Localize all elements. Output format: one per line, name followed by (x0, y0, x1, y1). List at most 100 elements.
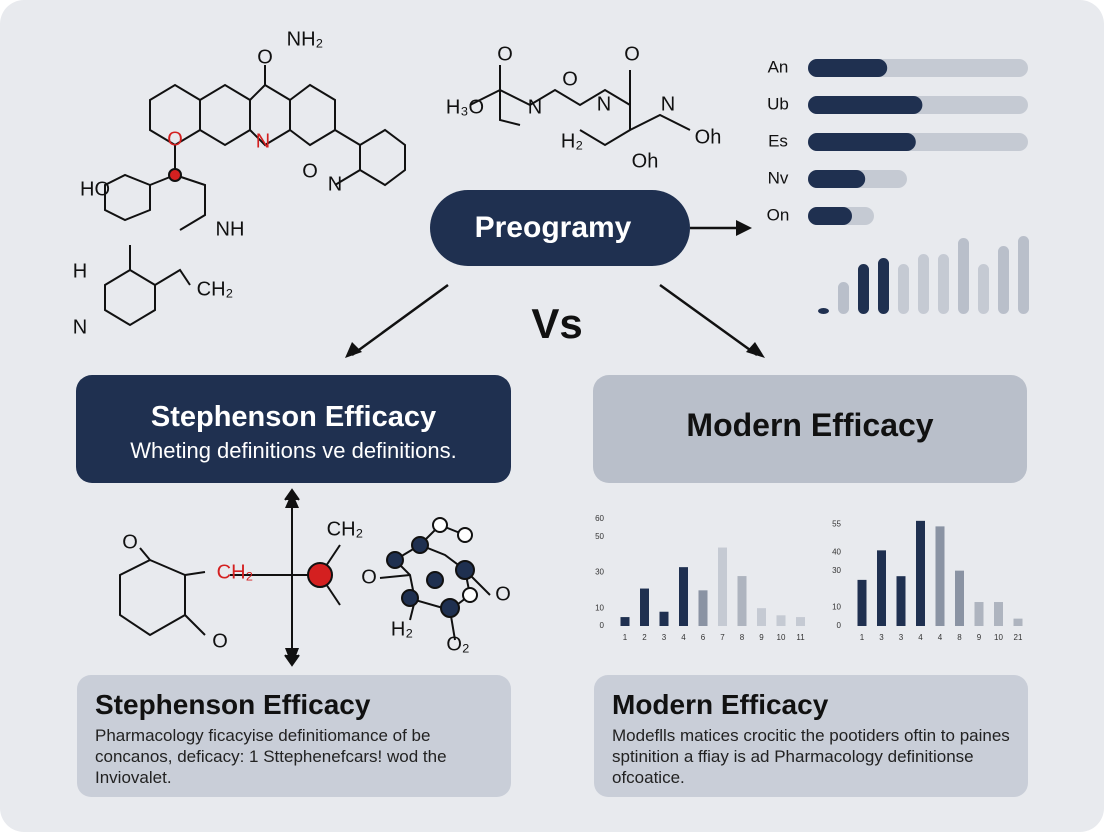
atom-label: N (73, 316, 87, 338)
column (1018, 236, 1029, 314)
atom-label: N (661, 93, 675, 115)
atom-label: N (528, 96, 542, 118)
left-card-text: Pharmacology ficacyise definitiomance of… (95, 726, 447, 787)
x-tick-label: 1 (860, 633, 865, 642)
x-tick-label: 11 (796, 633, 805, 642)
right-box-title: Modern Efficacy (686, 407, 934, 443)
x-tick-label: 10 (994, 633, 1003, 642)
bar (857, 579, 867, 626)
progress-fill (808, 170, 866, 188)
y-tick-label: 10 (832, 603, 841, 612)
atom-label: H₃O (446, 96, 484, 118)
bar (737, 576, 747, 626)
x-tick-label: 2 (642, 633, 647, 642)
y-tick-label: 40 (832, 547, 841, 556)
left-card-title: Stephenson Efficacy (95, 689, 371, 720)
atom-label: O (122, 531, 138, 553)
y-tick-label: 55 (832, 520, 841, 529)
x-tick-label: 7 (720, 633, 725, 642)
column (978, 264, 989, 314)
progress-fill (808, 96, 923, 114)
left-box-title: Stephenson Efficacy (150, 401, 437, 433)
progress-fill (808, 59, 888, 77)
atom-label: O (212, 630, 228, 652)
x-tick-label: 3 (899, 633, 904, 642)
atom-label: NH (216, 218, 245, 240)
atom-label: O (167, 128, 183, 150)
vs-label: Vs (531, 300, 582, 347)
atoms (168, 168, 478, 618)
column (938, 254, 949, 314)
progress-fill (808, 207, 852, 225)
y-tick-label: 30 (595, 568, 604, 577)
atom-label: HO (80, 178, 110, 200)
column (818, 308, 829, 314)
atom-label: H (73, 260, 87, 282)
bar (757, 608, 766, 626)
column (958, 238, 969, 314)
column (998, 246, 1009, 314)
progress-label: Ub (767, 94, 789, 113)
atom-label: Oh (632, 150, 659, 172)
arrowheads (285, 220, 765, 666)
bar (916, 520, 925, 626)
x-tick-label: 4 (938, 633, 943, 642)
bar (640, 588, 649, 626)
right-card: Modern Efficacy Modeflls matices crociti… (594, 675, 1028, 797)
column (898, 264, 909, 314)
bar (877, 550, 886, 626)
bar (974, 602, 984, 626)
atom-label: N (256, 130, 270, 152)
right-card-title: Modern Efficacy (612, 689, 829, 720)
column (858, 264, 869, 314)
column (878, 258, 889, 314)
atom-label: O (562, 68, 578, 90)
x-tick-label: 1 (623, 633, 628, 642)
left-card: Stephenson Efficacy Pharmacology ficacyi… (77, 675, 511, 797)
progress-label: An (768, 57, 789, 76)
atom-label: O (302, 160, 318, 182)
x-tick-label: 8 (740, 633, 745, 642)
x-tick-label: 9 (759, 633, 764, 642)
left-box-subtitle: Wheting definitions ve definitions. (130, 438, 457, 463)
bar (935, 526, 945, 626)
y-tick-label: 30 (832, 566, 841, 575)
atom-label: O (257, 46, 273, 68)
x-tick-label: 10 (777, 633, 786, 642)
atom-label: N (597, 93, 611, 115)
x-tick-label: 8 (957, 633, 962, 642)
x-tick-label: 3 (879, 633, 884, 642)
x-tick-label: 3 (662, 633, 667, 642)
x-tick-label: 9 (977, 633, 982, 642)
atom-label: NH₂ (287, 28, 324, 50)
bar (1013, 618, 1023, 626)
y-tick-label: 0 (600, 621, 605, 630)
progress-label: Es (768, 131, 788, 150)
x-tick-label: 4 (681, 633, 686, 642)
progress-fill (808, 133, 916, 151)
atom-label: H₂ (561, 130, 583, 152)
atom-label: O₂ (446, 633, 469, 655)
right-card-text: Modeflls matices crocitic the pootiders … (612, 726, 1010, 787)
x-tick-label: 4 (918, 633, 923, 642)
left-box: Stephenson Efficacy Wheting definitions … (76, 375, 511, 483)
atom-label: O (497, 43, 513, 65)
bar (659, 611, 669, 626)
progress-label: Nv (768, 168, 789, 187)
progress-label: On (767, 205, 790, 224)
bar (896, 576, 906, 626)
bar (776, 615, 786, 626)
bar (620, 617, 630, 626)
y-tick-label: 60 (595, 514, 604, 523)
molecule-drawings (104, 65, 758, 667)
right-box: Modern Efficacy (593, 375, 1027, 483)
y-tick-label: 50 (595, 532, 604, 541)
atom-label: O (495, 583, 511, 605)
bar (796, 617, 805, 626)
center-label: Preogramy (475, 211, 632, 244)
x-tick-label: 6 (701, 633, 706, 642)
bar (718, 547, 727, 626)
bar (955, 570, 964, 626)
atom-label: CH₂ (217, 561, 254, 583)
